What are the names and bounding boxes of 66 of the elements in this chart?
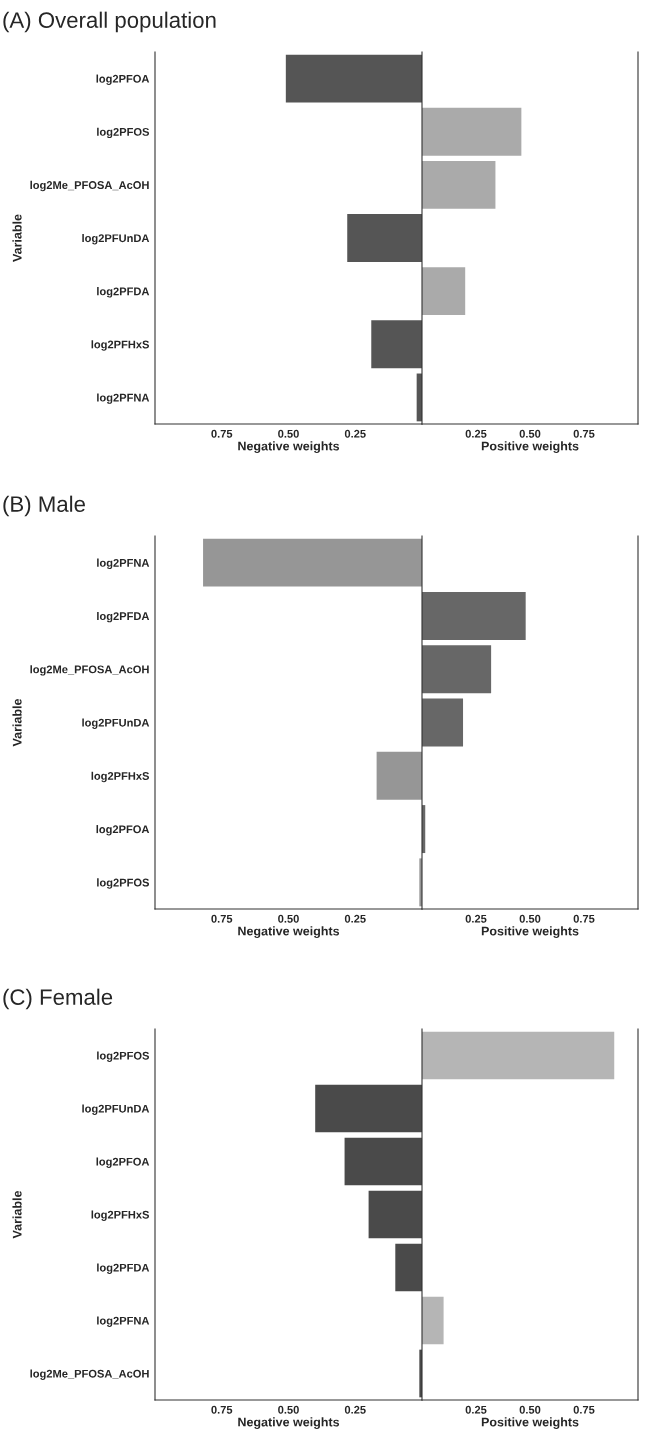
y-tick-label: log2PFDA [97, 1263, 150, 1274]
bar [368, 1190, 422, 1239]
y-axis-title: Variable [12, 698, 22, 747]
bar [422, 160, 496, 209]
y-tick-label: log2PFOS [97, 878, 150, 889]
bar [344, 1137, 422, 1186]
x-tick-label: 0.25 [465, 914, 487, 923]
bar [422, 645, 492, 694]
y-tick-label: log2PFUnDA [82, 1104, 150, 1115]
x-tick-label: 0.75 [573, 1405, 595, 1414]
x-tick-label: 0.50 [519, 1405, 541, 1414]
y-tick-label: log2PFUnDA [82, 233, 150, 245]
bar [285, 54, 422, 103]
bar [371, 320, 422, 369]
x-tick-label: 0.25 [344, 914, 366, 923]
x-tick-label: 0.75 [211, 914, 233, 923]
x-tick-label: 0.75 [573, 429, 595, 438]
x-axis-title: Negative weights [238, 441, 340, 454]
y-tick-label: log2PFOS [97, 127, 150, 139]
y-tick-label: log2PFNA [97, 558, 150, 570]
x-tick-label: 0.50 [278, 429, 299, 438]
chart-title: (B) Male [3, 495, 85, 517]
bar [422, 107, 522, 156]
bar [203, 538, 422, 587]
x-tick-label: 0.50 [278, 914, 299, 923]
x-tick-label: 0.25 [344, 429, 366, 438]
x-tick-label: 0.75 [211, 1405, 233, 1414]
bar [376, 751, 422, 800]
x-tick-label: 0.25 [465, 1405, 487, 1414]
y-tick-label: log2PFHxS [91, 771, 150, 783]
chart-title: (C) Female [3, 988, 113, 1010]
x-axis-title: Positive weights [481, 926, 579, 939]
y-tick-label: log2Me_PFOSA_AcOH [30, 665, 149, 676]
bar [422, 591, 526, 640]
y-axis-title: Variable [12, 214, 22, 262]
y-tick-label: log2PFUnDA [82, 718, 150, 729]
x-axis-title: Negative weights [238, 926, 340, 939]
x-axis-title: Negative weights [238, 1417, 340, 1430]
y-tick-label: log2PFHxS [91, 340, 150, 351]
y-tick-label: log2PFOS [97, 1051, 150, 1062]
bar [422, 698, 464, 747]
y-tick-label: log2PFHxS [91, 1210, 150, 1221]
x-tick-label: 0.75 [573, 914, 595, 923]
bar [347, 214, 422, 262]
x-tick-label: 0.25 [465, 429, 487, 438]
y-axis-title: Variable [12, 1190, 22, 1239]
y-tick-label: log2PFDA [97, 611, 150, 623]
y-tick-label: log2PFOA [96, 825, 150, 836]
chart-title: (A) Overall population [3, 11, 216, 33]
y-tick-label: log2PFOA [96, 74, 150, 85]
x-tick-label: 0.50 [278, 1405, 299, 1414]
x-tick-label: 0.75 [211, 429, 233, 438]
bar [315, 1084, 422, 1133]
x-tick-label: 0.50 [519, 429, 541, 438]
y-tick-label: log2PFOA [96, 1157, 150, 1168]
x-tick-label: 0.50 [519, 914, 541, 923]
y-tick-label: log2PFNA [97, 1316, 150, 1327]
x-tick-label: 0.25 [344, 1405, 366, 1414]
x-axis-title: Positive weights [481, 1417, 579, 1430]
x-axis-title: Positive weights [481, 441, 579, 454]
y-tick-label: log2PFNA [97, 393, 150, 404]
bar [422, 267, 466, 316]
y-tick-label: log2Me_PFOSA_AcOH [30, 180, 149, 192]
y-tick-label: log2Me_PFOSA_AcOH [30, 1369, 149, 1380]
y-tick-label: log2PFDA [97, 287, 150, 298]
bar [395, 1243, 422, 1292]
